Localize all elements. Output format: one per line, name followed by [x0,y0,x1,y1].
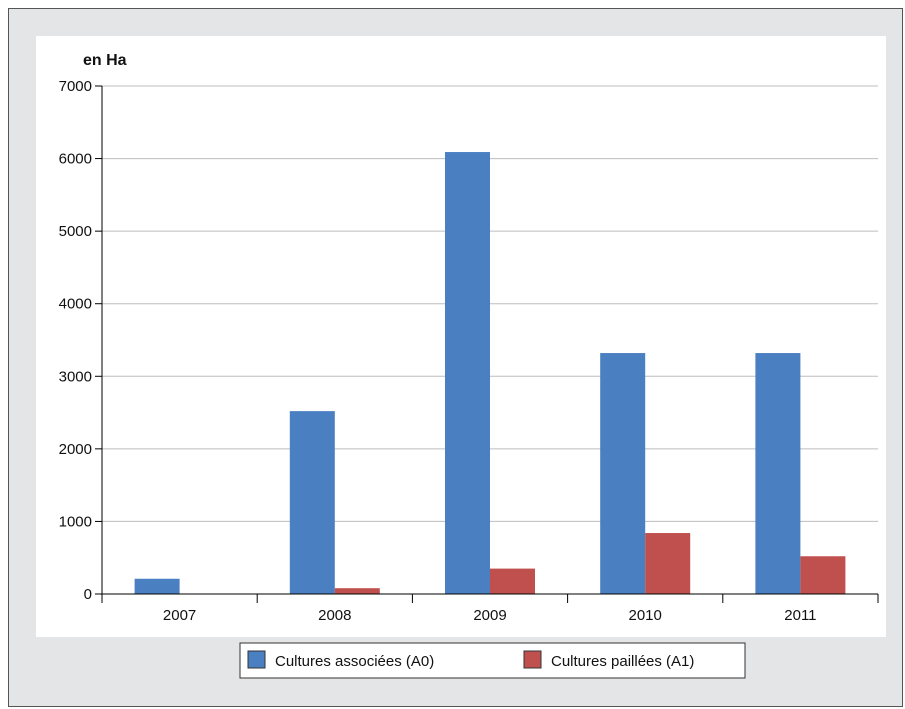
bar-cultures-paillees-2010 [645,533,691,594]
y-tick-label: 6000 [59,151,92,168]
bar-cultures-associees-2009 [445,152,490,595]
bar-cultures-associees-2010 [600,353,646,594]
y-tick-label: 2000 [59,441,92,458]
legend-box [239,642,746,679]
y-tick-label: 3000 [59,368,92,385]
y-tick-label: 5000 [59,223,92,240]
legend-label-series-0: Cultures associées (A0) [275,653,434,670]
x-tick-label: 2009 [473,607,506,624]
bar-cultures-paillees-2008 [334,588,380,594]
y-tick-label: 1000 [59,513,92,530]
y-axis-unit-label: en Ha [83,52,127,69]
y-tick-label: 0 [84,586,92,603]
x-tick-label: 2011 [784,607,816,624]
bar-chart: 0 1000 2000 3000 4000 5000 6000 7000 2007 2008 200… [36,36,886,679]
bar-cultures-associees-2008 [289,411,335,594]
y-tick-label: 7000 [59,78,92,95]
legend-swatch-series-1 [523,650,542,669]
axis-labels: 0 1000 2000 3000 4000 5000 6000 7000 2007 2008 200… [59,78,817,624]
x-tick-label: 2010 [629,607,662,624]
bar-cultures-paillees-2009 [490,568,535,594]
bars [134,152,846,595]
y-tick-label: 4000 [59,296,92,313]
bar-cultures-associees-2011 [755,353,801,594]
legend: Cultures associées (A0) Cultures paillée… [239,642,746,679]
legend-label-series-1: Cultures paillées (A1) [551,653,694,670]
bar-cultures-paillees-2011 [800,556,846,594]
axes [95,85,879,603]
x-tick-label: 2007 [163,607,196,624]
bar-cultures-associees-2007 [134,578,180,594]
chart-frame: 0 1000 2000 3000 4000 5000 6000 7000 2007 2008 200… [8,8,903,707]
legend-swatch-series-0 [247,650,266,669]
x-tick-label: 2008 [318,607,351,624]
